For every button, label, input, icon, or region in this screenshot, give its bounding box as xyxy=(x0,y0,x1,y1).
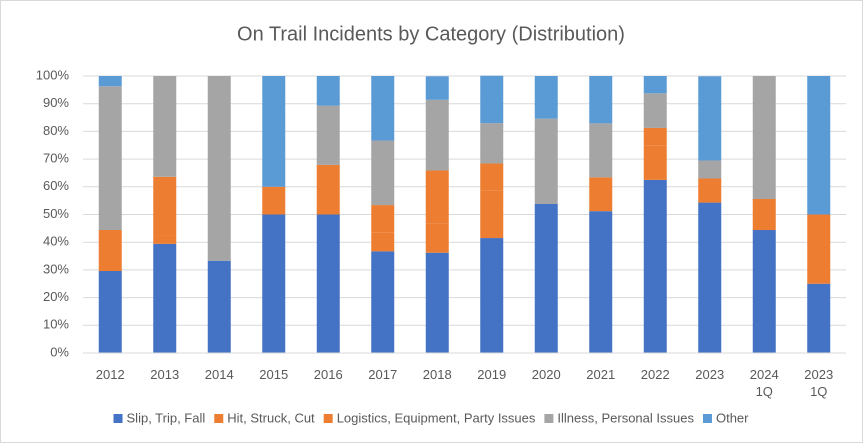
bar-segment xyxy=(589,211,613,353)
legend-swatch xyxy=(544,414,554,423)
x-tick-label: 2012 xyxy=(95,367,125,382)
bar-segment xyxy=(807,76,831,215)
bar-segment xyxy=(698,202,722,353)
bar-segment xyxy=(480,75,504,124)
bar-segment xyxy=(98,86,122,231)
legend-swatch xyxy=(214,414,224,423)
legend-label: Other xyxy=(716,410,749,425)
x-tick-label: 2013 xyxy=(150,367,180,382)
bar-segment xyxy=(698,178,722,197)
y-tick-label: 60% xyxy=(43,178,69,193)
x-tick-label: 2015 xyxy=(259,367,289,382)
bar-segment xyxy=(752,198,776,231)
bar-segment xyxy=(425,252,449,353)
x-tick-label: 2022 xyxy=(640,367,670,382)
y-tick-label: 70% xyxy=(43,151,69,166)
legend-swatch xyxy=(323,414,333,423)
bar-segment xyxy=(207,76,231,261)
bar-segment xyxy=(480,123,504,164)
bar-segment xyxy=(425,170,449,224)
y-tick-label: 80% xyxy=(43,123,69,138)
bar-segment xyxy=(316,204,340,215)
bar-segment xyxy=(262,214,286,353)
bar-segment xyxy=(371,140,395,206)
y-tick-label: 90% xyxy=(43,95,69,110)
y-tick-label: 30% xyxy=(43,261,69,276)
x-tick-label: 2021 xyxy=(586,367,616,382)
y-tick-label: 40% xyxy=(43,234,69,249)
bar-segment xyxy=(371,76,395,141)
bar-segment xyxy=(371,205,395,233)
bar-segment xyxy=(752,230,776,353)
bar-segment xyxy=(643,145,667,180)
x-tick-label: 2017 xyxy=(368,367,398,382)
bar-segment xyxy=(534,118,558,204)
x-tick-label: 2019 xyxy=(477,367,507,382)
bar-segment xyxy=(480,190,504,239)
bar-segment xyxy=(589,177,613,212)
bar-segment xyxy=(98,76,122,87)
y-tick-label: 100% xyxy=(36,67,70,82)
bar-segment xyxy=(643,93,667,128)
legend-swatch xyxy=(113,414,123,423)
bar-segment xyxy=(589,76,613,124)
bar-segment xyxy=(371,251,395,353)
legend-label: Illness, Personal Issues xyxy=(557,410,694,425)
bar-segment xyxy=(643,76,667,94)
bar-segment xyxy=(425,99,449,171)
bar-segment xyxy=(262,186,286,215)
bar-segment xyxy=(262,76,286,187)
x-tick-label: 2023 xyxy=(695,367,725,382)
x-tick-label: 2023 1Q xyxy=(804,367,834,399)
bar-segment xyxy=(153,243,177,353)
bar-segment xyxy=(371,232,395,252)
bar-segment xyxy=(316,164,340,205)
bar-segment xyxy=(98,230,122,272)
bar-segment xyxy=(153,235,177,244)
bar-segment xyxy=(153,176,177,236)
bar-segment xyxy=(807,283,831,353)
bar-segment xyxy=(643,127,667,146)
bar-segment xyxy=(316,76,340,106)
x-tick-label: 2020 xyxy=(531,367,561,382)
bar-segment xyxy=(316,105,340,165)
bar-segment xyxy=(480,238,504,353)
y-tick-label: 10% xyxy=(43,317,69,332)
x-tick-label: 2024 1Q xyxy=(749,367,779,399)
bar-segment xyxy=(534,76,558,119)
bar-segment xyxy=(698,160,722,179)
bar-segment xyxy=(98,271,122,353)
legend-label: Slip, Trip, Fall xyxy=(127,410,206,425)
bar-segment xyxy=(153,76,177,177)
bar-segment xyxy=(752,76,776,199)
x-tick-label: 2014 xyxy=(204,367,234,382)
legend-label: Logistics, Equipment, Party Issues xyxy=(337,410,536,425)
bar-segment xyxy=(643,179,667,353)
bar-segment xyxy=(534,203,558,353)
bar-segment xyxy=(698,76,722,161)
bar-segment xyxy=(425,223,449,253)
x-tick-label: 2018 xyxy=(422,367,452,382)
legend-label: Hit, Struck, Cut xyxy=(227,410,315,425)
chart-title: On Trail Incidents by Category (Distribu… xyxy=(237,23,625,45)
bar-segment xyxy=(207,260,231,353)
bar-segment xyxy=(807,214,831,284)
bar-segment xyxy=(589,123,613,178)
y-tick-label: 50% xyxy=(43,206,69,221)
bar-segment xyxy=(316,214,340,353)
x-tick-label: 2016 xyxy=(313,367,343,382)
legend-swatch xyxy=(702,414,712,423)
y-tick-label: 20% xyxy=(43,289,69,304)
y-tick-label: 0% xyxy=(50,344,69,359)
bar-segment xyxy=(480,163,504,191)
bar-segment xyxy=(698,196,722,203)
bar-segment xyxy=(425,76,449,100)
